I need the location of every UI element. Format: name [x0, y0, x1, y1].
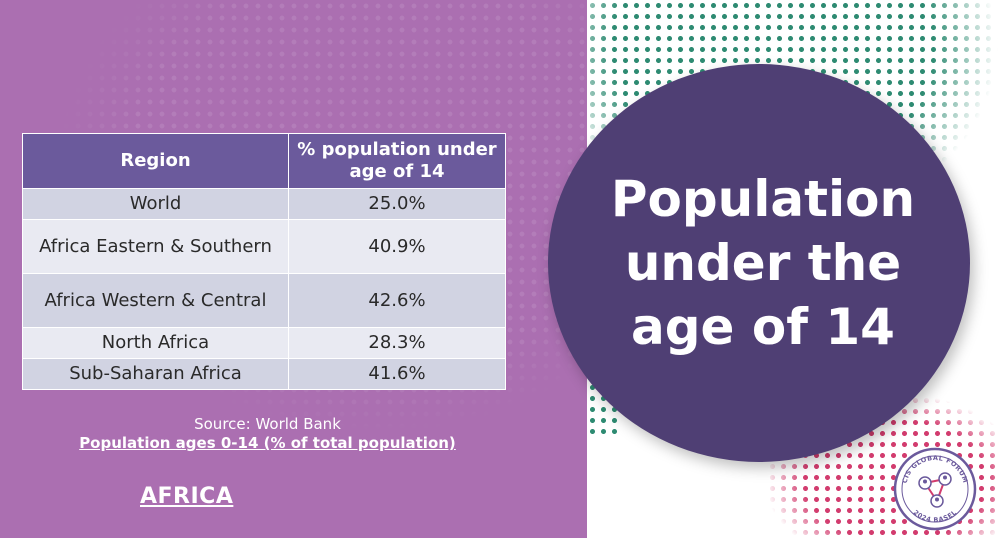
table-header-row: Region % population under age of 14: [22, 133, 506, 189]
table-row: Africa Western & Central 42.6%: [22, 273, 506, 328]
percent-cell: 40.9%: [288, 219, 506, 274]
source-link[interactable]: Population ages 0-14 (% of total populat…: [79, 434, 456, 452]
title-circle: Population under the age of 14: [548, 64, 970, 462]
percent-cell: 41.6%: [288, 358, 506, 390]
header-percent: % population under age of 14: [288, 133, 506, 189]
africa-link[interactable]: AFRICA: [140, 484, 234, 509]
region-cell: North Africa: [22, 327, 289, 359]
cis-global-forum-logo: CIS GLOBAL FORUM 2024 BASEL: [893, 447, 977, 531]
percent-cell: 25.0%: [288, 188, 506, 220]
slide-title: Population under the age of 14: [610, 170, 916, 356]
network-people-icon: [918, 472, 952, 508]
table-row: Africa Eastern & Southern 40.9%: [22, 219, 506, 274]
table-row: North Africa 28.3%: [22, 327, 506, 359]
header-region: Region: [22, 133, 289, 189]
percent-cell: 28.3%: [288, 327, 506, 359]
table-row: Sub-Saharan Africa 41.6%: [22, 358, 506, 390]
region-cell: Africa Western & Central: [22, 273, 289, 328]
population-table: Region % population under age of 14 Worl…: [22, 133, 506, 390]
region-cell: World: [22, 188, 289, 220]
source-label: Source: World Bank: [194, 415, 341, 433]
region-cell: Africa Eastern & Southern: [22, 219, 289, 274]
percent-cell: 42.6%: [288, 273, 506, 328]
table-row: World 25.0%: [22, 188, 506, 220]
region-cell: Sub-Saharan Africa: [22, 358, 289, 390]
